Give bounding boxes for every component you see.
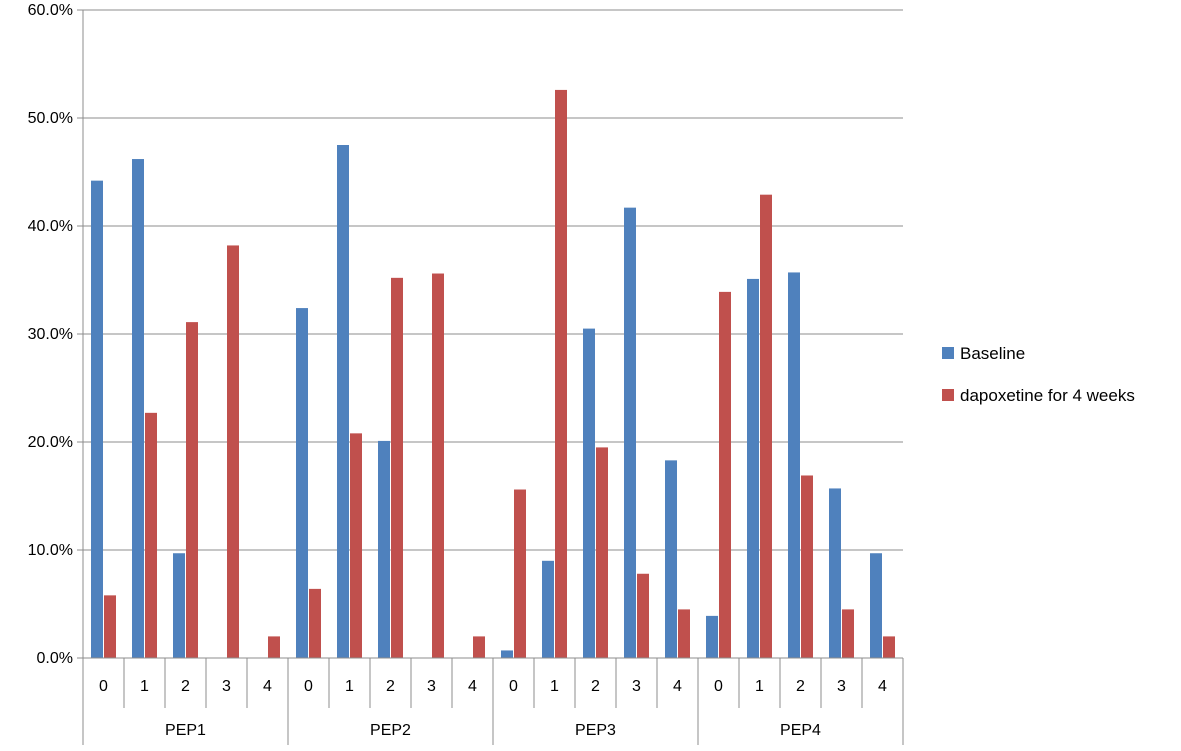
legend-label: Baseline [960, 344, 1025, 363]
y-tick-label: 50.0% [28, 110, 73, 127]
bar-dapoxetine [186, 322, 198, 658]
category-label: 0 [714, 678, 723, 695]
bar-dapoxetine [432, 273, 444, 658]
legend-swatch [942, 347, 954, 359]
y-tick-label: 30.0% [28, 326, 73, 343]
bar-baseline [91, 180, 103, 658]
bar-baseline [624, 207, 636, 658]
bar-dapoxetine [801, 475, 813, 658]
bar-dapoxetine [719, 291, 731, 658]
legend-label: dapoxetine for 4 weeks [960, 386, 1135, 405]
bar-baseline [173, 553, 185, 658]
category-label: 4 [878, 678, 887, 695]
group-label: PEP3 [575, 722, 616, 739]
bar-dapoxetine [514, 489, 526, 658]
bar-dapoxetine [596, 447, 608, 658]
bar-dapoxetine [227, 245, 239, 658]
bar-dapoxetine [391, 277, 403, 658]
y-tick-label: 40.0% [28, 218, 73, 235]
category-label: 4 [673, 678, 682, 695]
bar-dapoxetine [268, 636, 280, 658]
bar-dapoxetine [637, 573, 649, 658]
category-label: 2 [181, 678, 190, 695]
bar-baseline [296, 308, 308, 658]
category-label: 1 [755, 678, 764, 695]
category-label: 1 [140, 678, 149, 695]
bar-dapoxetine [555, 89, 567, 659]
bar-dapoxetine [473, 636, 485, 658]
y-tick-label: 20.0% [28, 434, 73, 451]
bar-baseline [583, 328, 595, 658]
category-label: 4 [468, 678, 477, 695]
bar-baseline [706, 615, 718, 658]
y-tick-label: 10.0% [28, 542, 73, 559]
bar-dapoxetine [678, 609, 690, 658]
axes [77, 9, 904, 745]
bar-dapoxetine [309, 588, 321, 658]
bar-baseline [829, 488, 841, 658]
bar-dapoxetine [350, 433, 362, 658]
bar-dapoxetine [104, 595, 116, 658]
category-label: 0 [99, 678, 108, 695]
y-tick-label: 0.0% [37, 650, 73, 667]
axis-labels: 0.0% 10.0% 20.0% 30.0% 40.0% 50.0% 60.0% 0 1 2 3 4 P… [28, 2, 887, 739]
y-tick-label: 60.0% [28, 2, 73, 19]
gridlines [83, 9, 903, 659]
category-label: 2 [591, 678, 600, 695]
bar-baseline [501, 650, 513, 658]
group-label: PEP2 [370, 722, 411, 739]
bar-baseline [337, 145, 349, 658]
category-label: 1 [550, 678, 559, 695]
bar-baseline [870, 553, 882, 658]
category-label: 0 [304, 678, 313, 695]
legend-swatch [942, 389, 954, 401]
bar-baseline [788, 272, 800, 658]
category-label: 2 [796, 678, 805, 695]
bars [91, 89, 895, 659]
bar-dapoxetine [145, 412, 157, 658]
bar-baseline [665, 460, 677, 658]
bar-dapoxetine [760, 194, 772, 658]
category-label: 0 [509, 678, 518, 695]
category-label: 2 [386, 678, 395, 695]
bar-baseline [378, 440, 390, 658]
legend: Baseline dapoxetine for 4 weeks [942, 344, 1135, 405]
bar-dapoxetine [842, 609, 854, 658]
group-label: PEP1 [165, 722, 206, 739]
category-label: 3 [427, 678, 436, 695]
category-label: 4 [263, 678, 272, 695]
bar-baseline [747, 278, 759, 658]
category-label: 1 [345, 678, 354, 695]
category-label: 3 [837, 678, 846, 695]
bar-baseline [542, 560, 554, 658]
bar-baseline [132, 159, 144, 659]
category-label: 3 [222, 678, 231, 695]
category-label: 3 [632, 678, 641, 695]
group-label: PEP4 [780, 722, 821, 739]
bar-dapoxetine [883, 636, 895, 658]
